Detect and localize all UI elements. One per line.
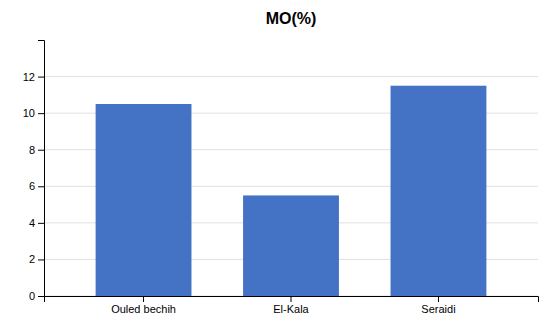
y-tick-label: 12 — [23, 71, 35, 83]
y-tick-mark — [38, 113, 44, 114]
y-tick-mark — [38, 77, 44, 78]
bars — [96, 86, 487, 296]
y-tick: 6 — [29, 180, 44, 192]
bar — [96, 104, 192, 296]
y-tick: 0 — [29, 290, 44, 302]
y-tick-label: 8 — [29, 144, 35, 156]
y-tick: 8 — [29, 144, 44, 156]
y-tick-mark — [38, 259, 44, 260]
y-axis: 0 2 4 6 8 10 12 — [23, 41, 45, 303]
x-tick: El-Kala — [273, 296, 309, 315]
y-tick-label: 0 — [29, 290, 35, 302]
y-tick: 10 — [23, 107, 44, 119]
y-tick: 4 — [29, 217, 44, 229]
x-tick: Ouled bechih — [111, 296, 176, 315]
grid — [44, 77, 538, 296]
bar — [391, 86, 487, 296]
y-tick-mark — [38, 296, 44, 297]
chart-container: Ouled bechih El-Kala Seraidi 0 2 4 6 8 10 12 MO(%) — [0, 0, 554, 328]
bar — [243, 195, 339, 296]
x-axis: Ouled bechih El-Kala Seraidi — [45, 296, 539, 315]
y-axis-line — [38, 41, 45, 297]
y-tick-label: 6 — [29, 180, 35, 192]
x-tick-label: Ouled bechih — [111, 303, 176, 315]
y-tick: 12 — [23, 71, 44, 83]
y-tick-label: 4 — [29, 217, 35, 229]
chart-svg: Ouled bechih El-Kala Seraidi 0 2 4 6 8 10 12 MO(%) — [0, 0, 554, 328]
y-tick-mark — [38, 186, 44, 187]
x-tick-label: El-Kala — [273, 303, 309, 315]
y-tick-label: 10 — [23, 107, 35, 119]
grid-line — [44, 76, 538, 77]
x-tick-mark — [438, 296, 439, 302]
title: MO(%) — [266, 10, 317, 27]
x-tick-label: Seraidi — [421, 303, 455, 315]
y-tick: 2 — [29, 253, 44, 265]
y-tick-label: 2 — [29, 253, 35, 265]
x-axis-line — [45, 297, 539, 303]
x-tick: Seraidi — [421, 296, 455, 315]
x-tick-mark — [291, 296, 292, 302]
y-tick-mark — [38, 223, 44, 224]
x-tick-mark — [143, 296, 144, 302]
y-tick-mark — [38, 150, 44, 151]
